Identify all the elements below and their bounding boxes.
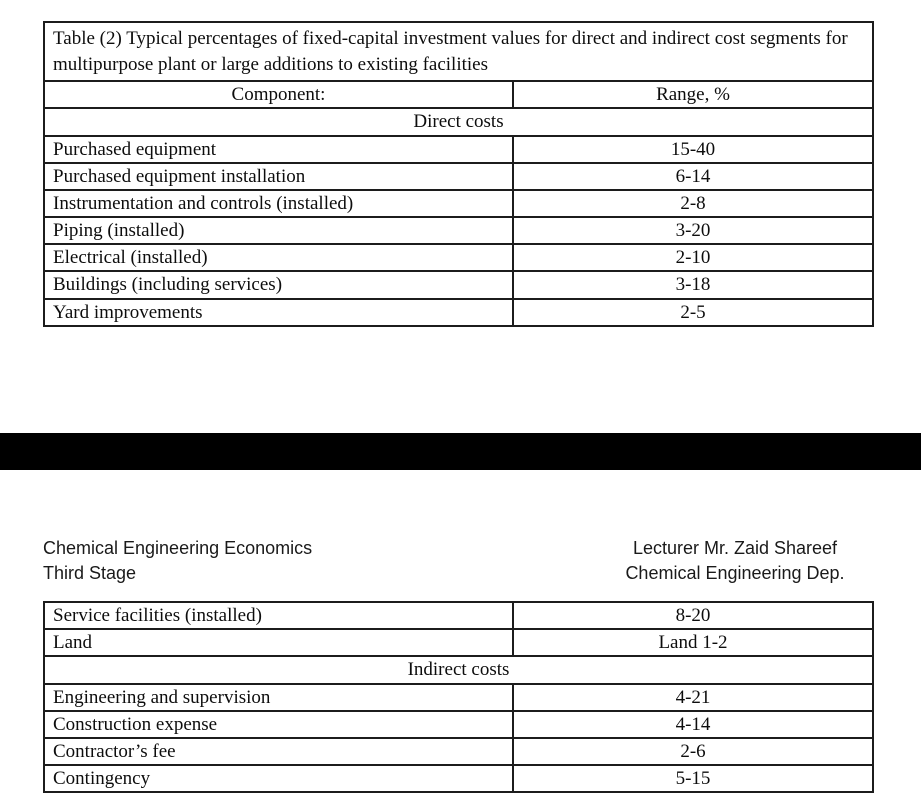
- indirect-costs-table: Service facilities (installed) 8-20 Land La…: [43, 600, 874, 794]
- table-row: Engineering and supervision 4-21: [43, 682, 874, 712]
- section-label-indirect-costs: Indirect costs: [43, 655, 874, 685]
- range-cell: 5-15: [512, 764, 874, 794]
- section-header-row: Direct costs: [43, 107, 874, 137]
- table-row: Electrical (installed) 2-10: [43, 243, 874, 273]
- component-cell: Yard improvements: [43, 297, 514, 327]
- section-header-row: Indirect costs: [43, 655, 874, 685]
- table-row: Construction expense 4-14: [43, 709, 874, 739]
- range-cell: 4-14: [512, 709, 874, 739]
- component-cell: Electrical (installed): [43, 243, 514, 273]
- component-cell: Piping (installed): [43, 216, 514, 246]
- indirect-costs-rows-top: Service facilities (installed) 8-20 Land La…: [43, 600, 874, 658]
- course-stage: Third Stage: [43, 563, 137, 583]
- table-row: Instrumentation and controls (installed)…: [43, 188, 874, 219]
- range-cell: 3-20: [512, 216, 874, 246]
- column-header-range: Range, %: [512, 80, 874, 110]
- indirect-section-group: Indirect costs: [43, 655, 874, 685]
- range-cell: 15-40: [512, 134, 874, 164]
- range-cell: 2-6: [512, 736, 874, 767]
- table-row: Contractor’s fee 2-6: [43, 736, 874, 767]
- table-row: Purchased equipment installation 6-14: [43, 161, 874, 191]
- column-header-row: Component: Range, %: [43, 80, 874, 110]
- course-title: Chemical Engineering Economics: [43, 538, 313, 558]
- component-cell: Engineering and supervision: [43, 682, 514, 712]
- direct-costs-header-group: Table (2) Typical percentages of fixed-c…: [43, 20, 874, 137]
- table-row: Buildings (including services) 3-18: [43, 270, 874, 300]
- table-caption: Table (2) Typical percentages of fixed-c…: [43, 20, 874, 83]
- lecturer-department: Chemical Engineering Dep.: [625, 563, 845, 583]
- component-cell: Construction expense: [43, 709, 514, 739]
- section-label-direct-costs: Direct costs: [43, 107, 874, 137]
- range-cell: 2-10: [512, 243, 874, 273]
- direct-costs-rows: Purchased equipment 15-40 Purchased equipm…: [43, 134, 874, 327]
- component-cell: Purchased equipment installation: [43, 161, 514, 191]
- table-row: Yard improvements 2-5: [43, 297, 874, 327]
- component-cell: Instrumentation and controls (installed): [43, 188, 514, 219]
- component-cell: Purchased equipment: [43, 134, 514, 164]
- range-cell: 6-14: [512, 161, 874, 191]
- range-cell: 2-5: [512, 297, 874, 327]
- lecturer-name: Lecturer Mr. Zaid Shareef: [632, 538, 838, 558]
- table-row: Contingency 5-15: [43, 764, 874, 794]
- component-cell: Buildings (including services): [43, 270, 514, 300]
- page-header-lecturer-block: Lecturer Mr. Zaid Shareef Chemical Engin…: [620, 536, 850, 586]
- range-cell: 2-8: [512, 188, 874, 219]
- column-header-component: Component:: [43, 80, 514, 110]
- direct-costs-table: Table (2) Typical percentages of fixed-c…: [43, 20, 874, 327]
- table-row: Piping (installed) 3-20: [43, 216, 874, 246]
- table-title-row: Table (2) Typical percentages of fixed-c…: [43, 20, 874, 83]
- table-row: Purchased equipment 15-40: [43, 134, 874, 164]
- page-break-separator-bar: [0, 433, 921, 470]
- range-cell: 8-20: [512, 600, 874, 631]
- component-cell: Contractor’s fee: [43, 736, 514, 767]
- range-cell: 3-18: [512, 270, 874, 300]
- component-cell: Service facilities (installed): [43, 600, 514, 631]
- range-cell: 4-21: [512, 682, 874, 712]
- table-row: Service facilities (installed) 8-20: [43, 600, 874, 631]
- indirect-costs-rows-bottom: Engineering and supervision 4-21 Construct…: [43, 682, 874, 794]
- table-row: Land Land 1-2: [43, 628, 874, 658]
- component-cell: Land: [43, 628, 514, 658]
- component-cell: Contingency: [43, 764, 514, 794]
- page-header-course-block: Chemical Engineering Economics Third Sta…: [43, 536, 312, 586]
- range-cell: Land 1-2: [512, 628, 874, 658]
